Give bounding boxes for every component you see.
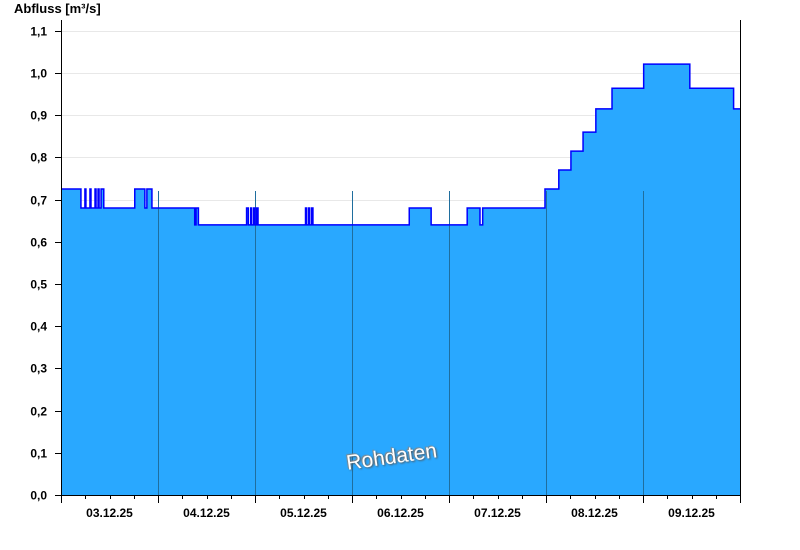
y-tick-label: 0,8 xyxy=(30,151,47,165)
y-tick-label: 0,3 xyxy=(30,362,47,376)
y-tick-label: 0,7 xyxy=(30,194,47,208)
discharge-area xyxy=(61,64,740,495)
y-tick-label: 0,0 xyxy=(30,489,47,503)
discharge-line xyxy=(61,63,740,226)
x-tick-label: 09.12.25 xyxy=(668,506,715,520)
y-tick-label: 0,6 xyxy=(30,236,47,250)
x-tick-label: 05.12.25 xyxy=(280,506,327,520)
y-tick-label: 0,2 xyxy=(30,405,47,419)
discharge-series xyxy=(61,63,740,495)
y-tick-label: 1,1 xyxy=(30,25,47,39)
y-tick-label: 0,5 xyxy=(30,278,47,292)
x-tick-label: 06.12.25 xyxy=(377,506,424,520)
x-tick-label: 07.12.25 xyxy=(474,506,521,520)
y-tick-label: 1,0 xyxy=(30,67,47,81)
y-axis-title: Abfluss [m³/s] xyxy=(14,1,101,16)
y-tick-label: 0,9 xyxy=(30,109,47,123)
y-tick-label: 0,1 xyxy=(30,447,47,461)
x-tick-label: 04.12.25 xyxy=(183,506,230,520)
x-tick-label: 03.12.25 xyxy=(86,506,133,520)
x-tick-label: 08.12.25 xyxy=(571,506,618,520)
axes: 0,0 0,1 0,2 0,3 0,4 0,5 0,6 0,7 0,8 0,9 1,0 1,1 03.1… xyxy=(30,20,741,520)
y-tick-label: 0,4 xyxy=(30,320,47,334)
